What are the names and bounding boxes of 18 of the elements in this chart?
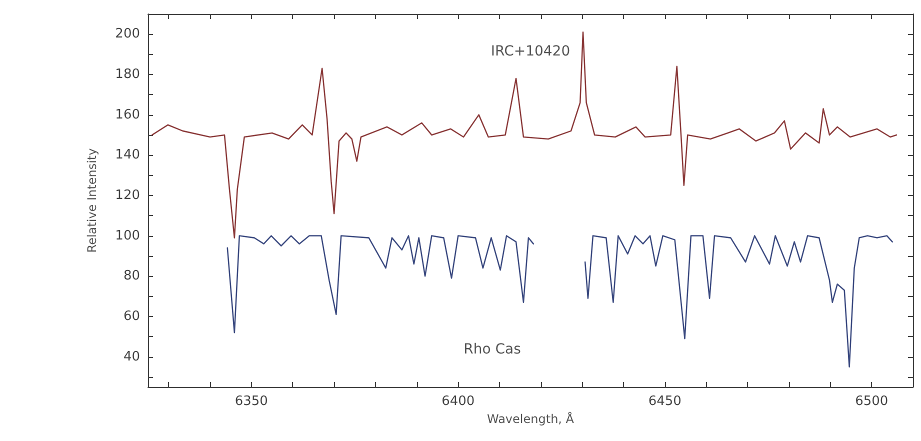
y-tick-label: 100 [115, 228, 140, 244]
y-tick-label: 140 [115, 148, 140, 163]
y-tick-label: 60 [123, 308, 140, 324]
annotation: Rho Cas [464, 342, 521, 358]
y-tick-label: 180 [115, 66, 140, 82]
y-tick-label: 200 [115, 26, 140, 42]
x-tick-label: 6350 [234, 394, 268, 409]
y-tick-label: 160 [115, 107, 140, 122]
annotation: IRC+10420 [490, 43, 570, 60]
x-tick-label: 6450 [648, 394, 682, 409]
x-axis-title: Wavelength, Å [486, 411, 575, 426]
y-tick-label: 40 [123, 349, 140, 364]
y-axis-title: Relative Intensity [85, 148, 99, 253]
y-tick-label: 120 [115, 188, 140, 203]
y-tick-label: 80 [123, 268, 140, 284]
x-tick-label: 6400 [442, 394, 475, 409]
x-tick-label: 6500 [855, 394, 888, 409]
line-series [151, 31, 898, 238]
